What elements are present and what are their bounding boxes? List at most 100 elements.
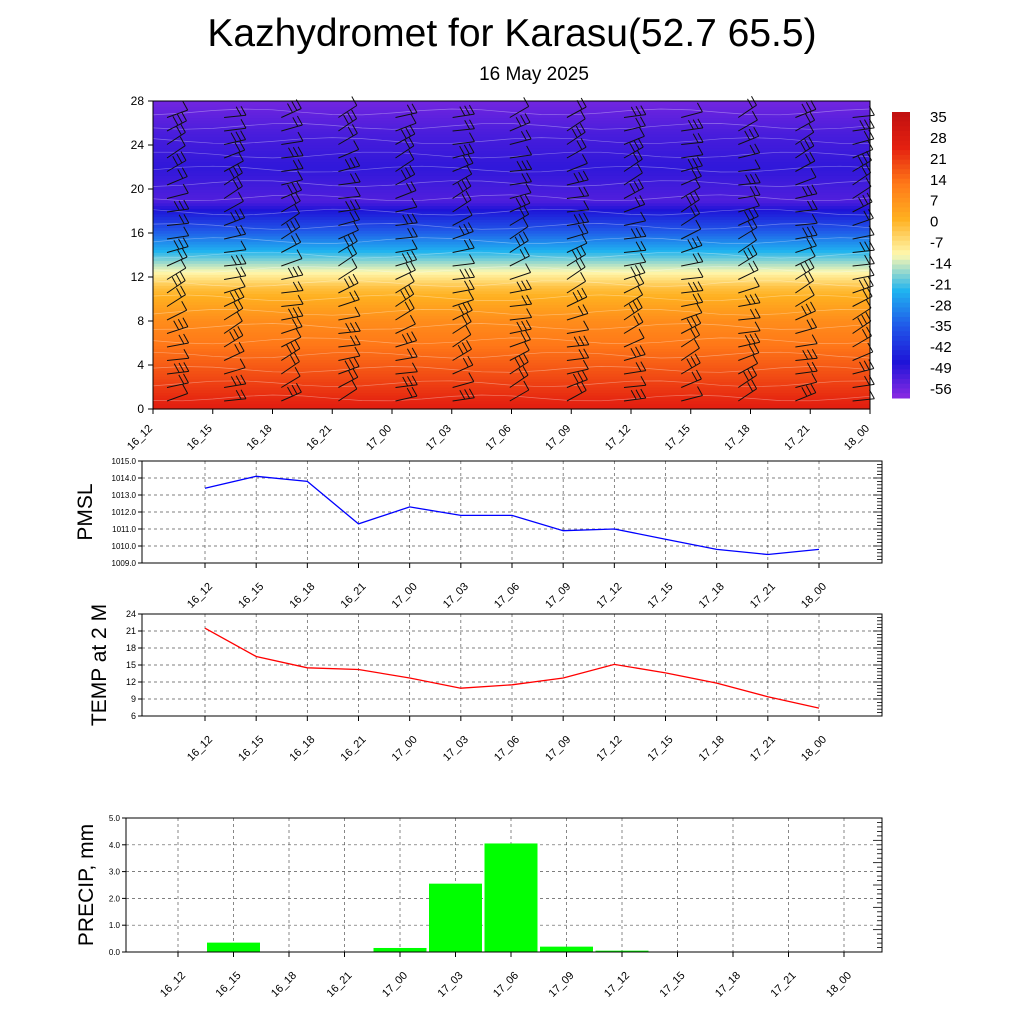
wind-barb: [509, 97, 530, 118]
wind-barb: [738, 332, 761, 348]
wind-barb: [452, 388, 475, 402]
wind-barb: [795, 200, 818, 213]
wind-barbs: [166, 95, 875, 402]
isotherm-line: [152, 394, 871, 402]
wind-barb: [680, 190, 700, 213]
wind-barb: [395, 299, 415, 321]
wind-barb: [566, 370, 588, 388]
wind-barb: [623, 178, 644, 199]
wind-barb: [738, 308, 761, 321]
heatmap-band: [153, 106, 870, 110]
wind-barb: [852, 311, 872, 334]
y-tick-label: 1012.0: [112, 508, 137, 517]
heatmap-band: [153, 186, 870, 190]
wind-barb: [452, 153, 474, 172]
wind-barb: [395, 272, 415, 294]
colorbar-segment: [892, 278, 910, 285]
x-tick-label: 17_00: [380, 970, 410, 1000]
wind-barb: [338, 187, 361, 199]
wind-barb: [166, 285, 186, 307]
heatmap-y-tick-label: 0: [137, 402, 144, 416]
precip-bar: [484, 843, 538, 952]
wind-barb: [452, 355, 474, 375]
wind-barb: [738, 173, 761, 186]
wind-barb: [166, 333, 190, 348]
wind-barb: [681, 133, 704, 145]
heatmap-band: [153, 123, 870, 127]
heatmap-band: [153, 131, 870, 135]
wind-barb: [281, 232, 302, 253]
heatmap-band: [153, 293, 870, 297]
colorbar-segment: [892, 193, 910, 199]
wind-barb: [566, 154, 588, 172]
wind-barb: [281, 217, 301, 240]
wind-barb: [395, 227, 418, 240]
wind-barb: [166, 100, 189, 118]
isotherm-line: [152, 123, 871, 130]
heatmap-band: [153, 101, 870, 105]
wind-barb: [623, 163, 643, 186]
wind-barb: [738, 343, 760, 361]
colorbar-segment: [892, 154, 910, 161]
wind-barb: [566, 359, 589, 375]
wind-barb: [566, 320, 590, 334]
heatmap-band: [153, 343, 870, 347]
colorbar-segment: [892, 183, 910, 189]
panel-frame: [141, 613, 883, 717]
colorbar-segment: [892, 173, 910, 180]
wind-barb: [680, 219, 702, 240]
heatmap-band: [153, 351, 870, 355]
wind-barb: [281, 115, 303, 132]
colorbar-segment: [892, 269, 910, 275]
heatmap-band: [153, 312, 870, 317]
heatmap-band: [153, 136, 870, 141]
heatmap-band: [153, 406, 870, 410]
wind-barb: [623, 195, 646, 213]
wind-barb: [223, 277, 246, 294]
heatmap-y-tick-label: 4: [137, 358, 144, 372]
colorbar-segment: [892, 274, 910, 280]
heatmap-band: [153, 109, 870, 113]
colorbar-segment: [892, 364, 910, 370]
wind-barb: [223, 341, 245, 361]
heatmap-band: [153, 400, 870, 405]
colorbar-segment: [892, 264, 910, 270]
colorbar-label: 21: [930, 151, 947, 168]
heatmap-band: [153, 158, 870, 163]
colorbar-segment: [892, 116, 910, 123]
x-tick-label: 17_03: [436, 970, 466, 1000]
wind-barb: [681, 281, 704, 294]
wind-barb: [338, 306, 361, 321]
colorbar-segment: [892, 340, 910, 347]
colorbar-segment: [892, 188, 910, 194]
heatmap-band: [153, 266, 870, 270]
precip-bar: [595, 950, 649, 952]
colorbar-segment: [892, 393, 910, 399]
x-tick-label: 16_18: [269, 970, 299, 1000]
wind-barb: [509, 145, 533, 159]
wind-barb: [623, 105, 647, 118]
heatmap-band: [153, 329, 870, 333]
wind-barb: [509, 113, 531, 132]
x-tick-label: 16_18: [287, 581, 317, 611]
wind-barb: [795, 110, 816, 132]
wind-barb: [681, 102, 703, 118]
heatmap-band: [153, 387, 870, 391]
wind-barb: [795, 168, 817, 186]
x-tick-label: 16_15: [236, 734, 266, 764]
wind-barb: [395, 239, 418, 253]
wind-barb: [509, 246, 530, 267]
wind-barb: [338, 379, 358, 402]
isotherm-line: [152, 337, 871, 345]
colorbar-segment: [892, 283, 910, 289]
heatmap-band: [153, 260, 870, 264]
wind-barb: [509, 129, 532, 145]
wind-barb: [623, 328, 645, 348]
isotherm-line: [153, 151, 871, 159]
heatmap-x-tick-label: 17_21: [782, 423, 812, 453]
y-tick-label: 1011.0: [112, 525, 136, 534]
wind-barb: [795, 236, 817, 253]
wind-barb: [795, 383, 817, 402]
heatmap-x-tick-label: 17_00: [364, 423, 394, 453]
wind-barb: [281, 339, 301, 361]
